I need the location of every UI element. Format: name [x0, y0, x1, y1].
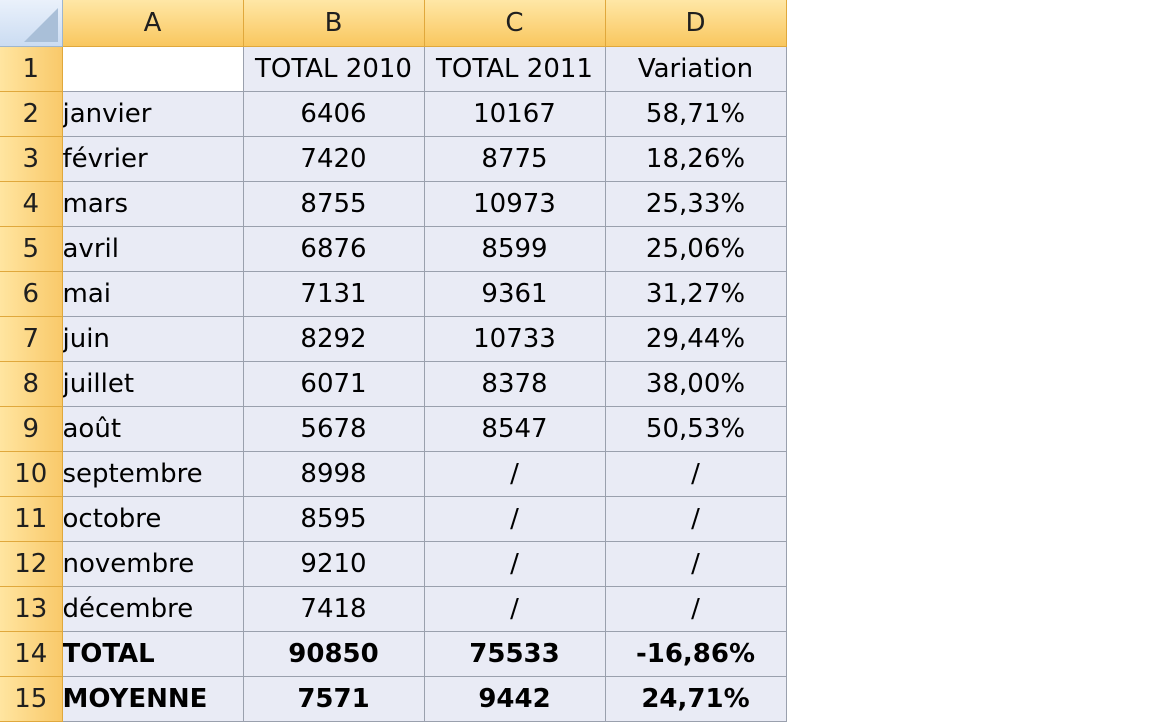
column-header-d[interactable]: D	[605, 0, 787, 47]
cell-b6[interactable]: 7131	[243, 271, 425, 317]
cell-c2[interactable]: 10167	[424, 91, 606, 137]
cell-c9[interactable]: 8547	[424, 406, 606, 452]
row-header[interactable]: 4	[0, 181, 63, 227]
select-all-triangle-icon	[23, 7, 58, 42]
cell-c15[interactable]: 9442	[424, 676, 606, 722]
cell-b12[interactable]: 9210	[243, 541, 425, 587]
cell-b2[interactable]: 6406	[243, 91, 425, 137]
cell-c5[interactable]: 8599	[424, 226, 606, 272]
table-row: 7 juin 8292 10733 29,44%	[0, 316, 787, 362]
cell-a3[interactable]: février	[62, 136, 244, 182]
cell-d12[interactable]: /	[605, 541, 787, 587]
table-row: 2 janvier 6406 10167 58,71%	[0, 91, 787, 137]
cell-c6[interactable]: 9361	[424, 271, 606, 317]
row-header[interactable]: 5	[0, 226, 63, 272]
cell-a14[interactable]: TOTAL	[62, 631, 244, 677]
row-header[interactable]: 14	[0, 631, 63, 677]
cell-b3[interactable]: 7420	[243, 136, 425, 182]
cell-b13[interactable]: 7418	[243, 586, 425, 632]
table-row: 4 mars 8755 10973 25,33%	[0, 181, 787, 227]
cell-a5[interactable]: avril	[62, 226, 244, 272]
table-row: 9 août 5678 8547 50,53%	[0, 406, 787, 452]
cell-d15[interactable]: 24,71%	[605, 676, 787, 722]
row-header[interactable]: 11	[0, 496, 63, 542]
table-row: 1 TOTAL 2010 TOTAL 2011 Variation	[0, 46, 787, 92]
row-header[interactable]: 7	[0, 316, 63, 362]
cell-d2[interactable]: 58,71%	[605, 91, 787, 137]
cell-d10[interactable]: /	[605, 451, 787, 497]
row-header[interactable]: 15	[0, 676, 63, 722]
cell-a9[interactable]: août	[62, 406, 244, 452]
cell-b1[interactable]: TOTAL 2010	[243, 46, 425, 92]
row-header[interactable]: 12	[0, 541, 63, 587]
table-row: 6 mai 7131 9361 31,27%	[0, 271, 787, 317]
row-header[interactable]: 9	[0, 406, 63, 452]
row-header[interactable]: 3	[0, 136, 63, 182]
cell-a7[interactable]: juin	[62, 316, 244, 362]
row-header[interactable]: 6	[0, 271, 63, 317]
cell-b15[interactable]: 7571	[243, 676, 425, 722]
cell-d5[interactable]: 25,06%	[605, 226, 787, 272]
cell-a1[interactable]	[62, 46, 244, 92]
cell-b7[interactable]: 8292	[243, 316, 425, 362]
row-header[interactable]: 8	[0, 361, 63, 407]
row-header[interactable]: 10	[0, 451, 63, 497]
spreadsheet-grid: A B C D 1 TOTAL 2010 TOTAL 2011 Variatio…	[0, 0, 787, 722]
cell-c4[interactable]: 10973	[424, 181, 606, 227]
cell-b10[interactable]: 8998	[243, 451, 425, 497]
cell-d4[interactable]: 25,33%	[605, 181, 787, 227]
column-header-a[interactable]: A	[62, 0, 244, 47]
cell-c12[interactable]: /	[424, 541, 606, 587]
row-header[interactable]: 1	[0, 46, 63, 92]
table-row: 15 MOYENNE 7571 9442 24,71%	[0, 676, 787, 722]
table-row: 13 décembre 7418//	[0, 586, 787, 632]
cell-c3[interactable]: 8775	[424, 136, 606, 182]
cell-a4[interactable]: mars	[62, 181, 244, 227]
cell-d9[interactable]: 50,53%	[605, 406, 787, 452]
column-header-row: A B C D	[0, 0, 787, 47]
cell-b8[interactable]: 6071	[243, 361, 425, 407]
cell-a15[interactable]: MOYENNE	[62, 676, 244, 722]
cell-b5[interactable]: 6876	[243, 226, 425, 272]
table-row: 8 juillet 6071 8378 38,00%	[0, 361, 787, 407]
cell-c14[interactable]: 75533	[424, 631, 606, 677]
cell-a8[interactable]: juillet	[62, 361, 244, 407]
table-row: 14 TOTAL 90850 75533 -16,86%	[0, 631, 787, 677]
table-row: 11 octobre 8595//	[0, 496, 787, 542]
cell-a10[interactable]: septembre	[62, 451, 244, 497]
cell-d8[interactable]: 38,00%	[605, 361, 787, 407]
cell-a13[interactable]: décembre	[62, 586, 244, 632]
cell-d11[interactable]: /	[605, 496, 787, 542]
column-header-b[interactable]: B	[243, 0, 425, 47]
cell-d6[interactable]: 31,27%	[605, 271, 787, 317]
cell-c13[interactable]: /	[424, 586, 606, 632]
cell-c7[interactable]: 10733	[424, 316, 606, 362]
cell-c1[interactable]: TOTAL 2011	[424, 46, 606, 92]
table-row: 5 avril 6876 8599 25,06%	[0, 226, 787, 272]
table-row: 3 février 7420 8775 18,26%	[0, 136, 787, 182]
cell-d13[interactable]: /	[605, 586, 787, 632]
cell-a11[interactable]: octobre	[62, 496, 244, 542]
cell-d14[interactable]: -16,86%	[605, 631, 787, 677]
select-all-button[interactable]	[0, 0, 63, 47]
cell-a2[interactable]: janvier	[62, 91, 244, 137]
cell-a6[interactable]: mai	[62, 271, 244, 317]
row-header[interactable]: 2	[0, 91, 63, 137]
cell-c10[interactable]: /	[424, 451, 606, 497]
cell-a12[interactable]: novembre	[62, 541, 244, 587]
cell-b9[interactable]: 5678	[243, 406, 425, 452]
cell-d3[interactable]: 18,26%	[605, 136, 787, 182]
cell-d7[interactable]: 29,44%	[605, 316, 787, 362]
cell-b4[interactable]: 8755	[243, 181, 425, 227]
table-row: 12 novembre 9210//	[0, 541, 787, 587]
cell-c11[interactable]: /	[424, 496, 606, 542]
column-header-c[interactable]: C	[424, 0, 606, 47]
row-header[interactable]: 13	[0, 586, 63, 632]
table-row: 10 septembre 8998//	[0, 451, 787, 497]
cell-b11[interactable]: 8595	[243, 496, 425, 542]
cell-b14[interactable]: 90850	[243, 631, 425, 677]
cell-d1[interactable]: Variation	[605, 46, 787, 92]
cell-c8[interactable]: 8378	[424, 361, 606, 407]
